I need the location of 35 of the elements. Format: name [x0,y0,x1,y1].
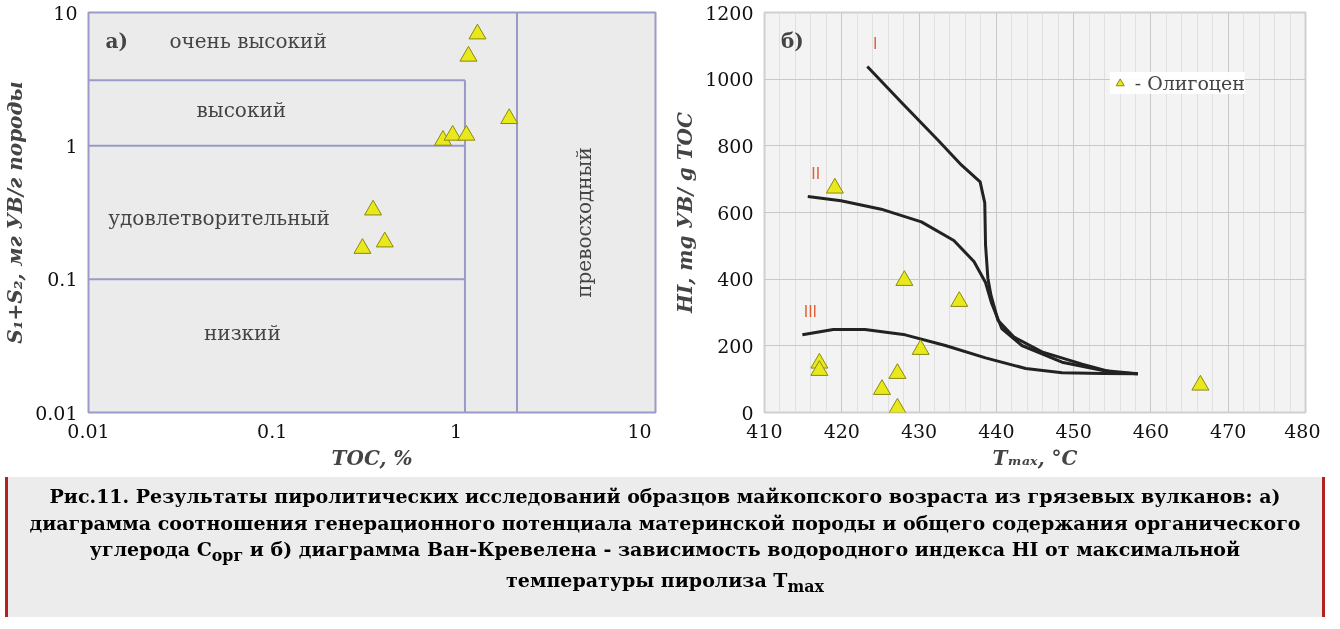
annotation: очень высокий [169,29,327,54]
annotation: удовлетворительный [108,206,330,231]
x-tick-label: 440 [978,419,1015,442]
x-axis-title: Tₘₐₓ, °C [992,445,1078,470]
x-tick-label: 1 [449,419,462,442]
y-tick-label: 600 [717,201,754,224]
x-tick-label: 470 [1210,419,1247,442]
x-axis-title: TOC, % [331,445,413,470]
annotation: а) [105,28,129,53]
x-tick-label: 430 [900,419,938,442]
series-label: I [873,34,878,53]
annotation: б) [781,28,804,53]
y-axis-title: HI, mg УВ/ g TOC [673,111,698,314]
y-axis-title: S₁+S₂, мг УВ/г породы [3,81,28,344]
annotation: превосходный [571,147,596,298]
x-tick-label: 0.1 [257,419,288,442]
x-tick-label: 460 [1132,419,1170,442]
y-tick-label: 1200 [705,1,754,24]
x-tick-label: 450 [1055,419,1092,442]
y-tick-label: 800 [717,134,754,157]
legend-label: - Олигоцен [1134,72,1245,94]
x-tick-label: 10 [627,419,652,442]
annotation: низкий [204,320,281,345]
text: Рис.11. Результаты пиролитических исследований образцов майкопского возраста из грязевых вулканов: а) диаграмма соотношения генерационного потенциала материнской породы и общего содержания органического углерода C$_{орг}$ и б) диаграмма Ван-Кревелена - зависимость водородного индекса HI от максимальной температуры пиролиза T$_{max}$ [28,484,1302,598]
y-tick-label: 400 [717,268,754,291]
x-tick-label: 420 [823,419,860,442]
annotation: высокий [196,97,287,122]
y-tick-label: 0.1 [47,268,78,291]
y-tick-label: 200 [717,334,754,357]
series-label: III [803,302,818,321]
x-tick-label: 480 [1284,419,1321,442]
y-tick-label: 10 [53,1,78,24]
series-label: II [811,164,821,183]
y-tick-label: 1000 [705,68,754,91]
y-tick-label: 1 [65,134,78,157]
